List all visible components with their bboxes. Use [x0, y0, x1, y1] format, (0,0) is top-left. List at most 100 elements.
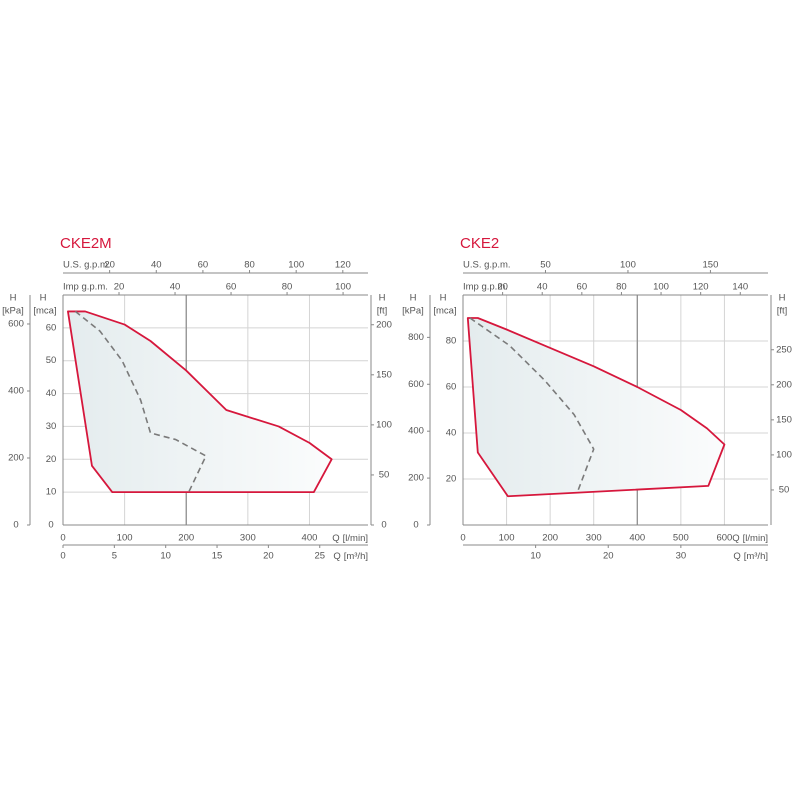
x-axis-title: Q [l/min] [732, 533, 768, 544]
y-axis-unit: [mca] [33, 306, 56, 317]
extra-tick-label: 120 [693, 282, 709, 293]
extra-axis-name: Imp g.p.m. [63, 282, 108, 293]
extra-tick-label: 600 [408, 379, 424, 390]
extra-tick-label: 0 [13, 520, 18, 531]
extra-tick-label: 20 [263, 551, 274, 562]
y-tick-label: 10 [46, 487, 57, 498]
x-tick-label: 300 [586, 533, 602, 544]
extra-axis-name: H [10, 293, 17, 304]
extra-axis-name: H [410, 293, 417, 304]
extra-tick-label: 20 [603, 551, 614, 562]
extra-axis-unit: [ft] [777, 306, 788, 317]
extra-axis-name: U.S. g.p.m. [63, 260, 111, 271]
extra-axis-name: Imp g.p.m. [463, 282, 508, 293]
y-tick-label: 20 [46, 454, 57, 465]
extra-tick-label: 120 [335, 260, 351, 271]
y-tick-label: 0 [48, 520, 53, 531]
x-tick-label: 0 [60, 533, 65, 544]
x-tick-label: 300 [240, 533, 256, 544]
chart-title: CKE2 [460, 235, 499, 252]
extra-axis-name: H [379, 293, 386, 304]
extra-tick-label: 10 [160, 551, 171, 562]
extra-tick-label: 400 [408, 426, 424, 437]
extra-tick-label: 800 [408, 332, 424, 343]
x-axis-unit: [l/min] [743, 533, 768, 544]
extra-tick-label: 80 [244, 260, 255, 271]
extra-tick-label: 60 [198, 260, 209, 271]
extra-tick-label: 20 [114, 282, 125, 293]
extra-axis-name: Q [333, 551, 340, 562]
y-tick-label: 80 [446, 336, 457, 347]
y-tick-label: 50 [46, 355, 57, 366]
efficiency-curve [74, 310, 207, 493]
extra-tick-label: 80 [282, 282, 293, 293]
x-tick-label: 400 [629, 533, 645, 544]
extra-tick-label: 15 [212, 551, 223, 562]
envelope-fade [67, 311, 332, 493]
extra-axis-unit: [kPa] [2, 306, 24, 317]
extra-tick-label: 600 [8, 318, 24, 329]
extra-tick-label: 150 [776, 414, 792, 425]
y-tick-label: 40 [446, 428, 457, 439]
extra-axis-unit: [m³/h] [344, 551, 368, 562]
extra-tick-label: 60 [577, 282, 588, 293]
extra-tick-label: 150 [376, 369, 392, 380]
x-tick-label: 200 [178, 533, 194, 544]
envelope-fade [467, 318, 725, 497]
y-axis-name: H [40, 293, 47, 304]
y-tick-label: 40 [46, 388, 57, 399]
extra-tick-label: 200 [8, 453, 24, 464]
chart-title: CKE2M [60, 235, 112, 252]
extra-tick-label: 50 [540, 260, 551, 271]
extra-tick-label: 0 [413, 520, 418, 531]
extra-tick-label: 100 [776, 449, 792, 460]
extra-tick-label: 20 [104, 260, 115, 271]
extra-tick-label: 50 [379, 469, 390, 480]
extra-tick-label: 25 [314, 551, 325, 562]
extra-tick-label: 50 [779, 484, 790, 495]
x-axis-unit: [l/min] [343, 533, 368, 544]
extra-tick-label: 200 [408, 473, 424, 484]
extra-tick-label: 100 [376, 419, 392, 430]
extra-tick-label: 40 [537, 282, 548, 293]
extra-tick-label: 150 [703, 260, 719, 271]
envelope-outline [67, 310, 333, 494]
extra-tick-label: 60 [226, 282, 237, 293]
extra-tick-label: 10 [530, 551, 541, 562]
extra-tick-label: 0 [60, 551, 65, 562]
x-axis-title: Q [l/min] [332, 533, 368, 544]
extra-tick-label: 200 [376, 319, 392, 330]
extra-tick-label: 100 [335, 282, 351, 293]
extra-tick-label: 140 [732, 282, 748, 293]
x-tick-label: 600 [716, 533, 732, 544]
y-tick-label: 60 [446, 382, 457, 393]
y-tick-label: 20 [446, 474, 457, 485]
extra-axis-title: Q [m³/h] [333, 551, 368, 562]
x-tick-label: 500 [673, 533, 689, 544]
x-tick-label: 200 [542, 533, 558, 544]
efficiency-curve [469, 317, 595, 494]
extra-tick-label: 20 [497, 282, 508, 293]
x-tick-label: 0 [460, 533, 465, 544]
extra-axis-unit: [kPa] [402, 306, 424, 317]
envelope-outline [466, 317, 726, 498]
extra-tick-label: 100 [288, 260, 304, 271]
extra-axis-name: H [779, 293, 786, 304]
extra-axis-title: Q [m³/h] [733, 551, 768, 562]
extra-axis-unit: [ft] [377, 306, 388, 317]
x-axis-name: Q [732, 533, 739, 544]
extra-tick-label: 250 [776, 344, 792, 355]
extra-tick-label: 0 [381, 520, 386, 531]
extra-tick-label: 80 [616, 282, 627, 293]
y-tick-label: 60 [46, 322, 57, 333]
x-tick-label: 400 [302, 533, 318, 544]
extra-axis-unit: [m³/h] [744, 551, 768, 562]
extra-tick-label: 100 [653, 282, 669, 293]
extra-tick-label: 100 [620, 260, 636, 271]
y-axis-unit: [mca] [433, 306, 456, 317]
y-axis-name: H [440, 293, 447, 304]
extra-axis-name: Q [733, 551, 740, 562]
extra-tick-label: 200 [776, 379, 792, 390]
